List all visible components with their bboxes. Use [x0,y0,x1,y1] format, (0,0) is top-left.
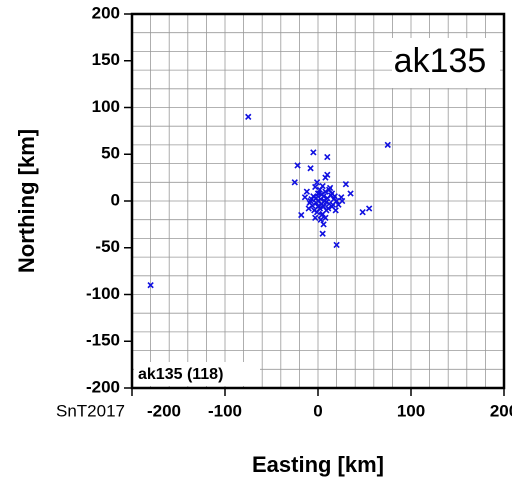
title-box [392,38,500,88]
y-tick-label: -100 [86,284,120,303]
y-tick-label: 0 [111,190,120,209]
point [314,203,322,210]
point [307,165,314,172]
point [312,214,319,221]
point [291,179,298,186]
point [332,207,339,214]
point [245,113,252,121]
y-tick-label: -150 [86,331,120,350]
chart-title: ak135 [394,42,487,80]
point [303,188,311,195]
x-tick-label: 100 [397,401,425,420]
point [324,153,331,161]
point [317,216,324,223]
point [319,230,326,237]
point [359,209,366,216]
point [294,162,301,169]
point [318,191,325,198]
point [301,194,309,201]
point [298,211,305,219]
point [306,199,313,207]
point [339,197,346,205]
y-tick-label: -50 [95,237,120,256]
x-tick-label: 200 [490,401,512,420]
point [323,198,330,206]
y-tick-label: 100 [92,97,120,116]
point [342,181,350,188]
point [329,201,337,208]
point [326,184,334,192]
y-tick-label: 50 [101,144,120,163]
point [308,195,315,203]
point [320,221,327,228]
y-tick-label: 200 [92,3,120,22]
point [384,141,391,149]
point [147,281,154,289]
point [365,205,373,212]
point [322,174,329,181]
y-axis-label: Northing [km] [14,129,39,273]
point [347,190,354,197]
plot-frame [130,12,506,390]
x-tick-label: 0 [313,401,322,420]
y-tick-label: 150 [92,50,120,69]
point [313,179,321,186]
annotation-box [134,362,260,386]
side-label: SnT2017 [56,401,125,420]
point [310,149,317,156]
x-axis-label: Easting [km] [252,452,384,477]
point [322,214,329,221]
point [333,241,340,249]
point [312,195,320,202]
x-tick-label: -100 [208,401,242,420]
point [312,183,319,191]
x-tick-label: -200 [147,401,181,420]
annotation: ak135 (118) [138,366,223,383]
y-tick-label: -200 [86,377,120,396]
point [319,182,326,190]
